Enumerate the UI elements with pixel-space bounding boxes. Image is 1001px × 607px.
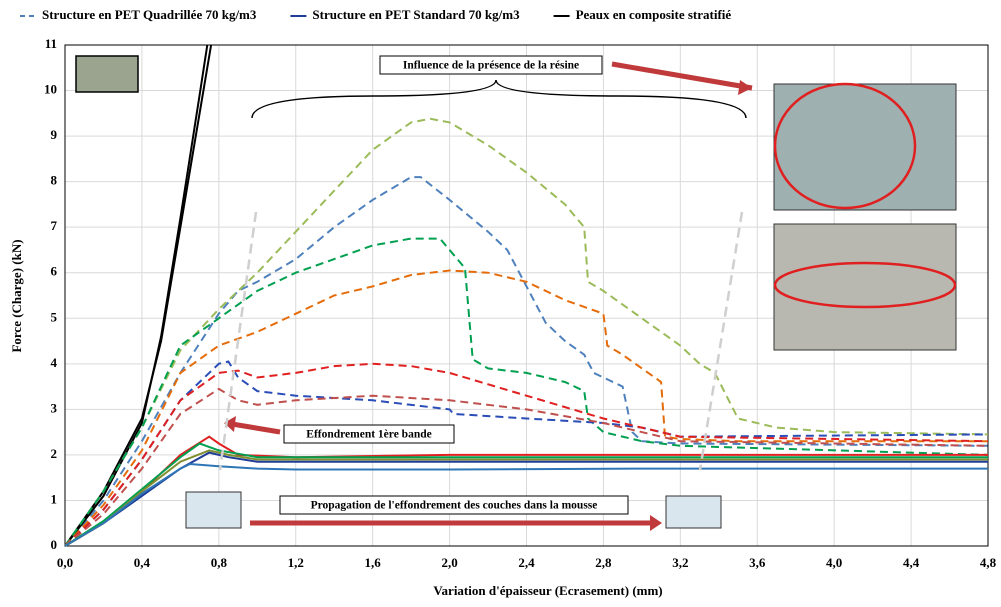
x-tick-label: 4,4 (903, 555, 920, 570)
series-line (64, 387, 989, 547)
y-tick-label: 8 (51, 173, 58, 188)
highlight (773, 82, 917, 210)
plot-frame (64, 44, 989, 547)
arrow (224, 416, 236, 432)
y-tick-label: 6 (51, 264, 58, 279)
icon (185, 491, 242, 529)
photo (773, 223, 957, 351)
annotation-box (379, 55, 603, 75)
icon (665, 495, 722, 529)
annotation: Influence de la présence de la résine (403, 60, 579, 72)
y-tick-label: 3 (51, 400, 58, 415)
x-tick-label: 4,0 (826, 555, 842, 570)
y-tick-label: 11 (45, 36, 57, 51)
x-tick-label: 4,8 (980, 555, 997, 570)
highlight (773, 261, 957, 309)
y-tick-label: 2 (51, 446, 58, 461)
series-line (64, 44, 209, 547)
guide-line (218, 211, 258, 471)
x-tick-label: 2,4 (518, 555, 535, 570)
series-line (64, 442, 988, 547)
series-line (64, 269, 988, 547)
x-tick-label: 1,2 (288, 555, 304, 570)
arrow (231, 421, 281, 435)
series-line (64, 449, 988, 547)
arrow (738, 80, 752, 95)
x-axis-title: Variation d'épaisseur (Ecrasement) (mm) (433, 583, 662, 598)
series-line (64, 362, 989, 547)
guide-line (698, 211, 744, 471)
series-line (64, 117, 989, 547)
series-line (64, 176, 989, 547)
series-line (64, 44, 213, 547)
decorations (75, 55, 957, 531)
annotation-box (283, 424, 455, 444)
brace (251, 79, 747, 119)
arrow (611, 61, 753, 91)
y-tick-label: 5 (51, 309, 58, 324)
photo (75, 55, 139, 93)
annotation-box (279, 495, 629, 515)
x-tick-label: 0,0 (57, 555, 73, 570)
y-tick-label: 4 (51, 355, 58, 370)
x-tick-label: 0,8 (211, 555, 228, 570)
x-tick-label: 3,2 (672, 555, 688, 570)
legend-label: Peaux en composite stratifié (576, 7, 732, 22)
legend-label: Structure en PET Standard 70 kg/m3 (312, 7, 520, 22)
x-tick-label: 2,0 (441, 555, 457, 570)
y-tick-label: 7 (51, 218, 58, 233)
y-tick-label: 10 (44, 82, 57, 97)
x-tick-label: 3,6 (749, 555, 766, 570)
y-tick-label: 9 (51, 127, 58, 142)
y-axis-title: Force (Charge) (kN) (9, 239, 24, 352)
series-line (64, 462, 988, 547)
x-tick-label: 2,8 (595, 555, 612, 570)
x-tick-label: 0,4 (134, 555, 151, 570)
y-tick-label: 0 (51, 537, 58, 552)
y-tick-label: 1 (51, 491, 58, 506)
photo (773, 83, 957, 211)
series-line (64, 451, 988, 547)
annotation: Propagation de l'effondrement des couche… (311, 500, 598, 512)
arrow (650, 515, 662, 531)
legend-label: Structure en PET Quadrillée 70 kg/m3 (42, 7, 257, 22)
x-tick-label: 1,6 (365, 555, 382, 570)
annotation: Effondrement 1ère bande (306, 429, 431, 441)
